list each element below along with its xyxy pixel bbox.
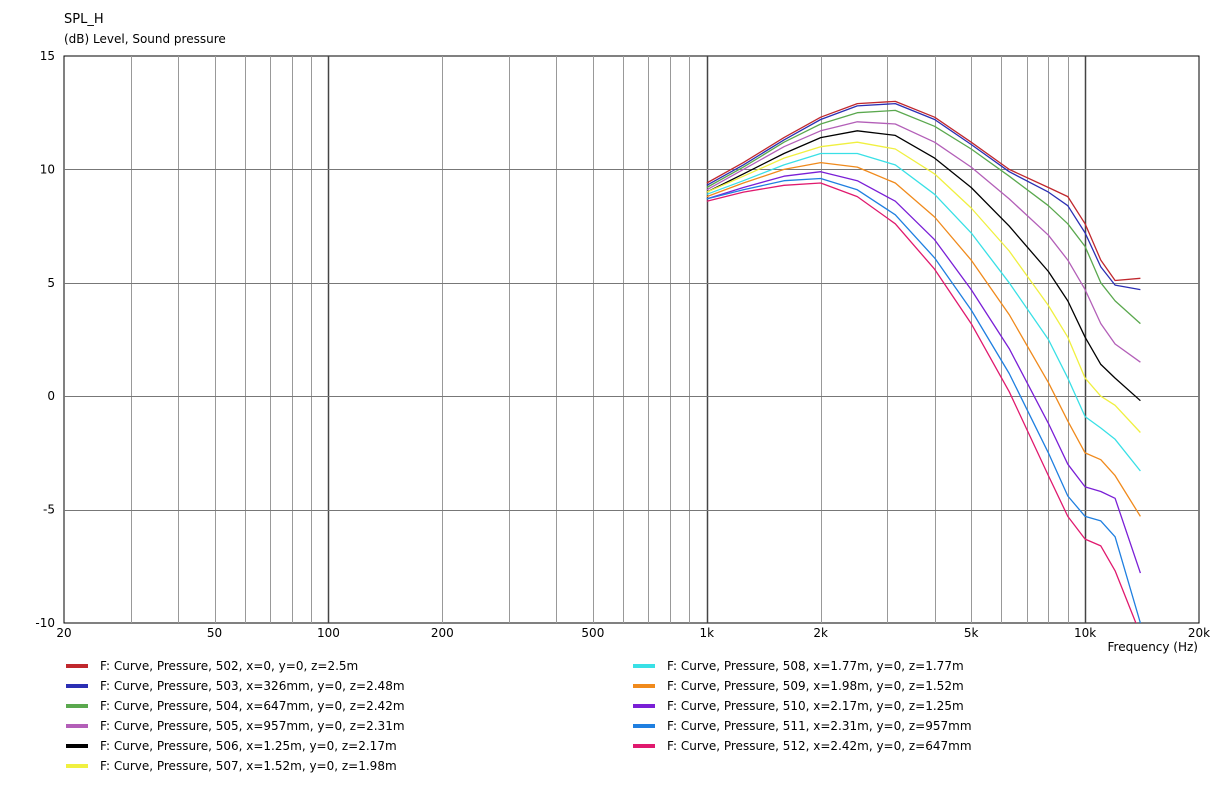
x-tick-label: 20k xyxy=(1188,626,1210,640)
x-tick-labels: 20 50 100 200 500 1k 2k 5k 10k 20k xyxy=(56,626,1210,640)
legend-swatch xyxy=(66,704,88,708)
series-line-8 xyxy=(706,161,1141,517)
legend-swatch xyxy=(633,664,655,668)
legend-label: F: Curve, Pressure, 512, x=2.42m, y=0, z… xyxy=(667,739,972,753)
x-tick-label: 100 xyxy=(317,626,340,640)
legend-label: F: Curve, Pressure, 508, x=1.77m, y=0, z… xyxy=(667,659,964,673)
y-tick-label: 10 xyxy=(40,162,55,176)
chart-title: SPL_H xyxy=(64,12,104,27)
series-line-2 xyxy=(706,102,1141,291)
legend-swatch xyxy=(66,684,88,688)
series-line-4 xyxy=(706,121,1141,363)
series-line-11 xyxy=(706,182,1137,623)
legend-swatch xyxy=(66,664,88,668)
legend-label: F: Curve, Pressure, 510, x=2.17m, y=0, z… xyxy=(667,699,964,713)
legend-label: F: Curve, Pressure, 507, x=1.52m, y=0, z… xyxy=(100,759,397,773)
series-line-7 xyxy=(706,152,1141,472)
x-tick-label: 200 xyxy=(431,626,454,640)
x-tick-label: 50 xyxy=(207,626,222,640)
legend-label: F: Curve, Pressure, 505, x=957mm, y=0, z… xyxy=(100,719,405,733)
y-axis-label: (dB) Level, Sound pressure xyxy=(64,32,226,46)
legend-swatch xyxy=(66,764,88,768)
legend-swatch xyxy=(633,704,655,708)
plot-area xyxy=(63,55,1200,624)
series-lines xyxy=(706,100,1142,623)
legend-swatch xyxy=(633,724,655,728)
legend-label: F: Curve, Pressure, 511, x=2.31m, y=0, z… xyxy=(667,719,972,733)
y-tick-label: 0 xyxy=(47,389,55,403)
y-tick-labels: 15 10 5 0 -5 -10 xyxy=(35,49,55,630)
x-tick-label: 10k xyxy=(1074,626,1096,640)
x-tick-label: 2k xyxy=(813,626,828,640)
legend-swatch xyxy=(633,744,655,748)
series-line-9 xyxy=(706,171,1142,574)
series-line-10 xyxy=(706,177,1142,623)
series-line-3 xyxy=(706,109,1141,325)
series-line-6 xyxy=(706,141,1141,433)
legend-label: F: Curve, Pressure, 506, x=1.25m, y=0, z… xyxy=(100,739,397,753)
y-tick-label: -5 xyxy=(43,503,55,517)
x-tick-label: 1k xyxy=(699,626,714,640)
y-tick-label: 5 xyxy=(47,276,55,290)
y-tick-label: -10 xyxy=(35,616,55,630)
legend-swatch xyxy=(633,684,655,688)
legend-swatch xyxy=(66,744,88,748)
x-tick-label: 20 xyxy=(56,626,71,640)
legend-label: F: Curve, Pressure, 502, x=0, y=0, z=2.5… xyxy=(100,659,359,673)
legend-label: F: Curve, Pressure, 503, x=326mm, y=0, z… xyxy=(100,679,405,693)
legend-label: F: Curve, Pressure, 504, x=647mm, y=0, z… xyxy=(100,699,405,713)
legend-label: F: Curve, Pressure, 509, x=1.98m, y=0, z… xyxy=(667,679,964,693)
x-tick-label: 5k xyxy=(964,626,979,640)
x-axis-label: Frequency (Hz) xyxy=(1108,640,1199,654)
y-tick-label: 15 xyxy=(40,49,55,63)
x-tick-label: 500 xyxy=(581,626,604,640)
grid-minor xyxy=(131,56,1069,623)
series-line-1 xyxy=(706,100,1141,282)
series-line-5 xyxy=(706,130,1141,402)
legend-swatch xyxy=(66,724,88,728)
